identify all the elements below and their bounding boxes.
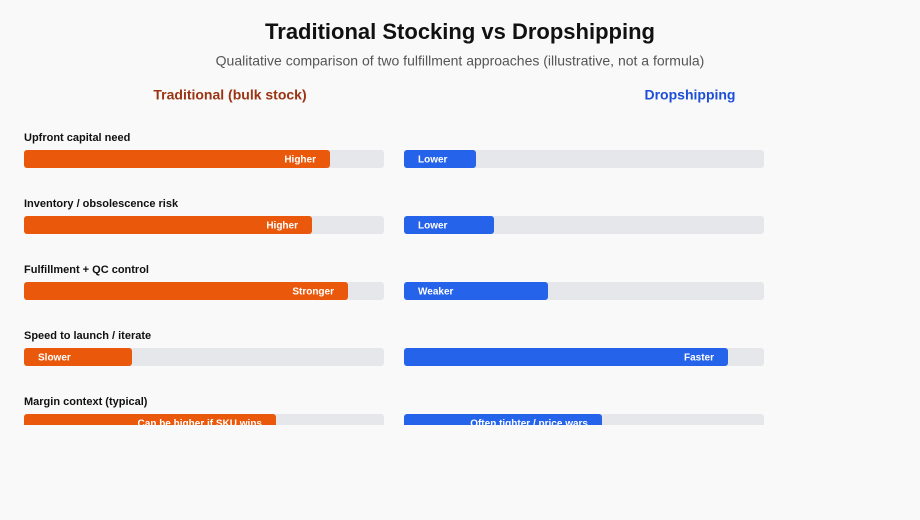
value-label: Can be higher if SKU wins bbox=[138, 419, 263, 430]
legend-label: Traditional (bulk stock) bbox=[153, 87, 306, 103]
value-label: Faster bbox=[684, 353, 714, 364]
bar bbox=[24, 348, 132, 366]
rows: Upfront capital need Higher Lower Inventory… bbox=[24, 132, 764, 430]
bar bbox=[24, 216, 312, 234]
bar bbox=[404, 150, 476, 168]
value-label: Lower bbox=[418, 155, 448, 166]
value-label: Slower bbox=[38, 353, 71, 364]
category-label: Fulfillment + QC control bbox=[24, 264, 149, 276]
value-label: Stronger bbox=[292, 287, 334, 298]
value-label: Often tighter / price wars bbox=[470, 419, 588, 430]
legend-label: Dropshipping bbox=[645, 87, 736, 103]
value-label: Higher bbox=[266, 221, 298, 232]
value-label: Weaker bbox=[418, 287, 454, 298]
bar bbox=[404, 216, 494, 234]
chart-title: Traditional Stocking vs Dropshipping bbox=[265, 19, 655, 44]
bar-track bbox=[404, 150, 764, 168]
chart-subtitle: Qualitative comparison of two fulfillmen… bbox=[216, 53, 705, 69]
bar bbox=[404, 348, 728, 366]
category-label: Margin context (typical) bbox=[24, 396, 148, 408]
bar bbox=[24, 150, 330, 168]
category-label: Inventory / obsolescence risk bbox=[24, 198, 179, 210]
bar bbox=[404, 414, 602, 425]
category-label: Speed to launch / iterate bbox=[24, 330, 151, 342]
value-label: Lower bbox=[418, 221, 448, 232]
bar bbox=[24, 414, 276, 425]
value-label: Higher bbox=[284, 155, 316, 166]
category-label: Upfront capital need bbox=[24, 132, 130, 144]
bar bbox=[24, 282, 348, 300]
bar bbox=[404, 282, 548, 300]
